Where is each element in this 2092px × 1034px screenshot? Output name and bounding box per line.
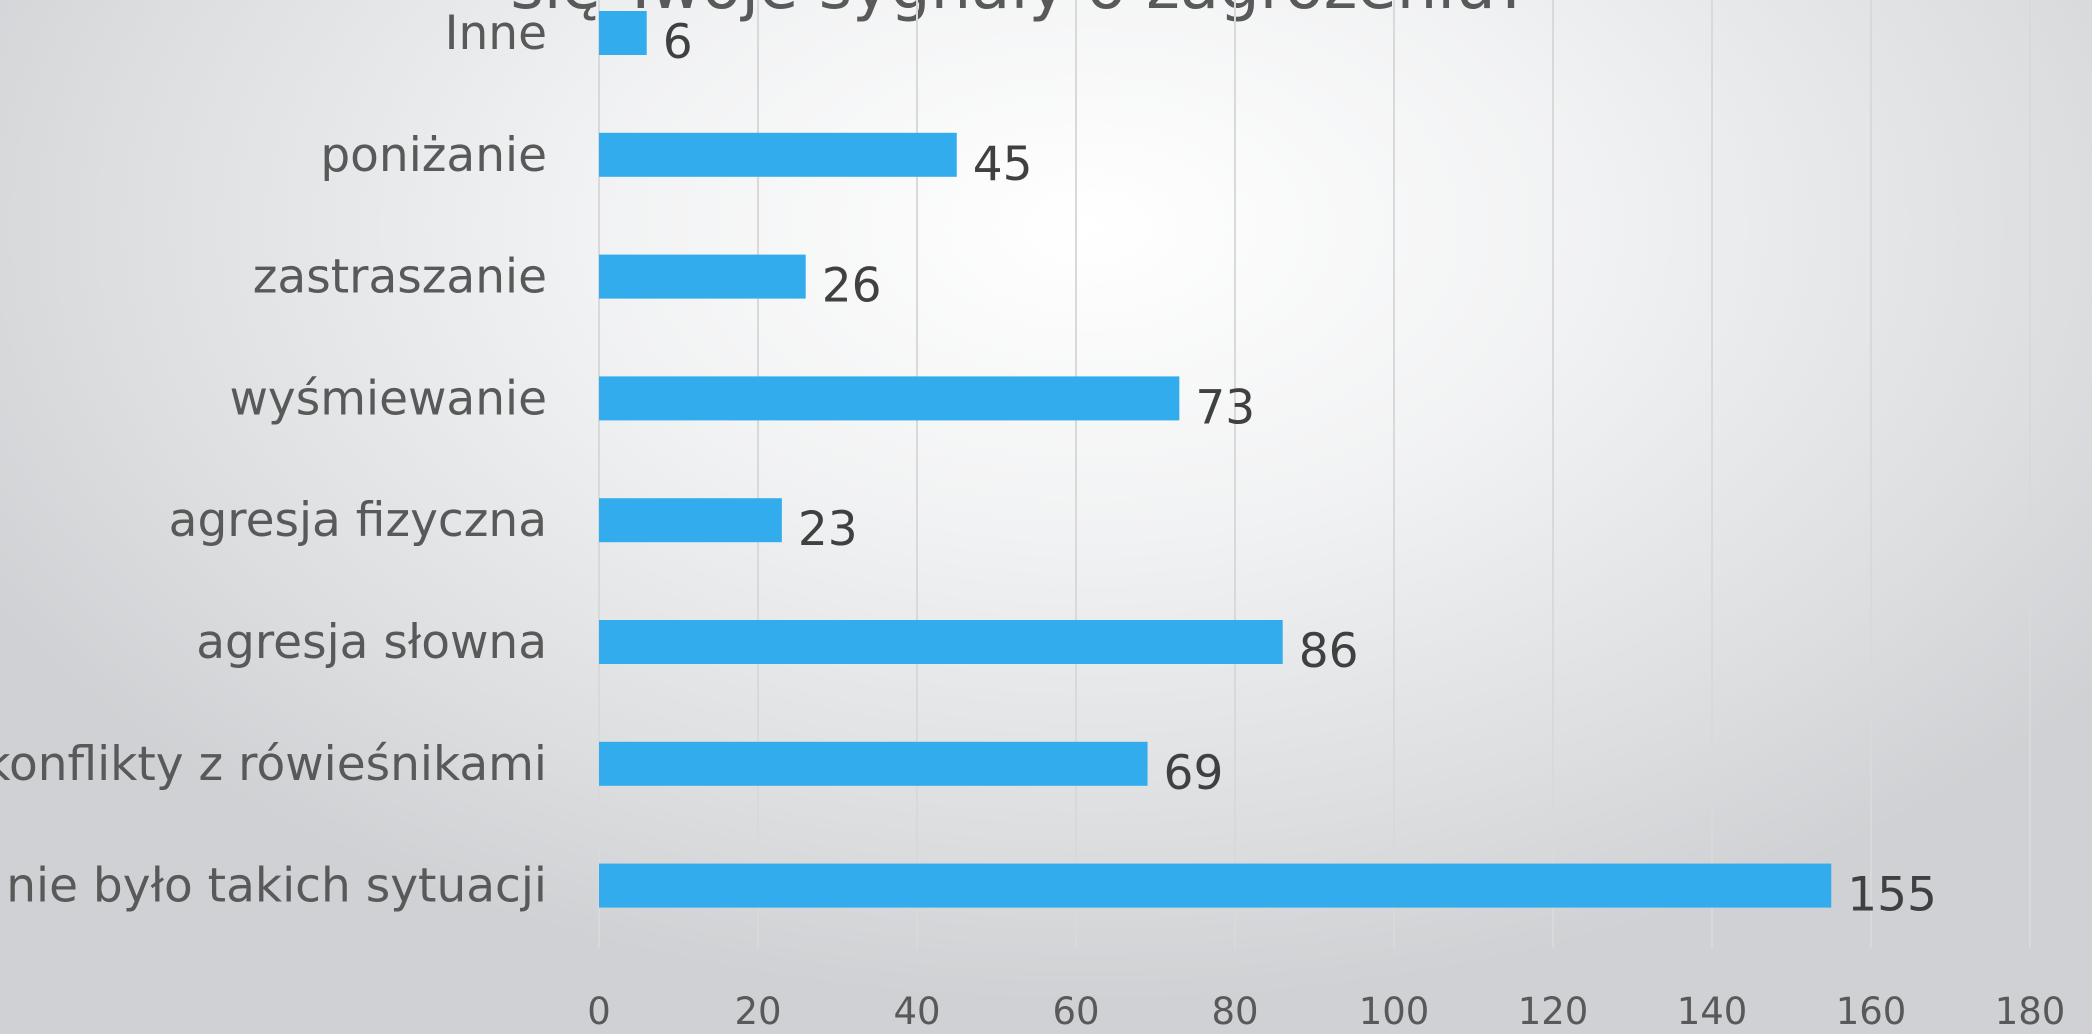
- labels: 0 20 40 60 80 100 120 140 160 180 Inne 6 poniżanie 45…: [0, 6, 2065, 1033]
- category-label: konflikty z rówieśnikami: [0, 737, 547, 792]
- bar: [599, 254, 806, 299]
- bar: [599, 132, 957, 177]
- bar: [599, 498, 782, 543]
- data-label: 155: [1847, 868, 1937, 923]
- data-label: 26: [822, 259, 882, 314]
- bar: [599, 620, 1283, 664]
- category-label: zastraszanie: [253, 250, 547, 305]
- chart-title: się Twoje sygnały o zagrożeniu?: [510, 0, 1529, 24]
- x-tick-label: 40: [893, 990, 940, 1033]
- data-label: 45: [973, 137, 1033, 192]
- bar: [599, 741, 1148, 786]
- x-tick-label: 20: [734, 990, 781, 1033]
- data-label: 69: [1164, 746, 1224, 801]
- x-tick-label: 60: [1052, 990, 1099, 1033]
- x-tick-label: 140: [1677, 990, 1748, 1033]
- x-tick-label: 100: [1359, 990, 1430, 1033]
- category-label: agresja słowna: [196, 615, 547, 670]
- category-label: wyśmiewanie: [229, 371, 547, 426]
- data-label: 73: [1195, 380, 1255, 435]
- x-tick-label: 120: [1518, 990, 1589, 1033]
- x-tick-label: 0: [587, 990, 611, 1033]
- x-tick-label: 80: [1211, 990, 1258, 1033]
- category-label: agresja fizyczna: [169, 493, 547, 548]
- category-label: nie było takich sytuacji: [6, 859, 547, 914]
- bars: [599, 11, 1832, 908]
- bar: [599, 11, 647, 55]
- category-label: Inne: [445, 6, 547, 61]
- data-label: 6: [663, 15, 693, 70]
- category-label: poniżanie: [320, 128, 547, 183]
- x-tick-label: 180: [1995, 990, 2066, 1033]
- data-label: 86: [1299, 624, 1359, 679]
- bar: [599, 863, 1832, 908]
- bar: [599, 376, 1180, 421]
- x-tick-label: 160: [1836, 990, 1907, 1033]
- data-label: 23: [798, 502, 858, 557]
